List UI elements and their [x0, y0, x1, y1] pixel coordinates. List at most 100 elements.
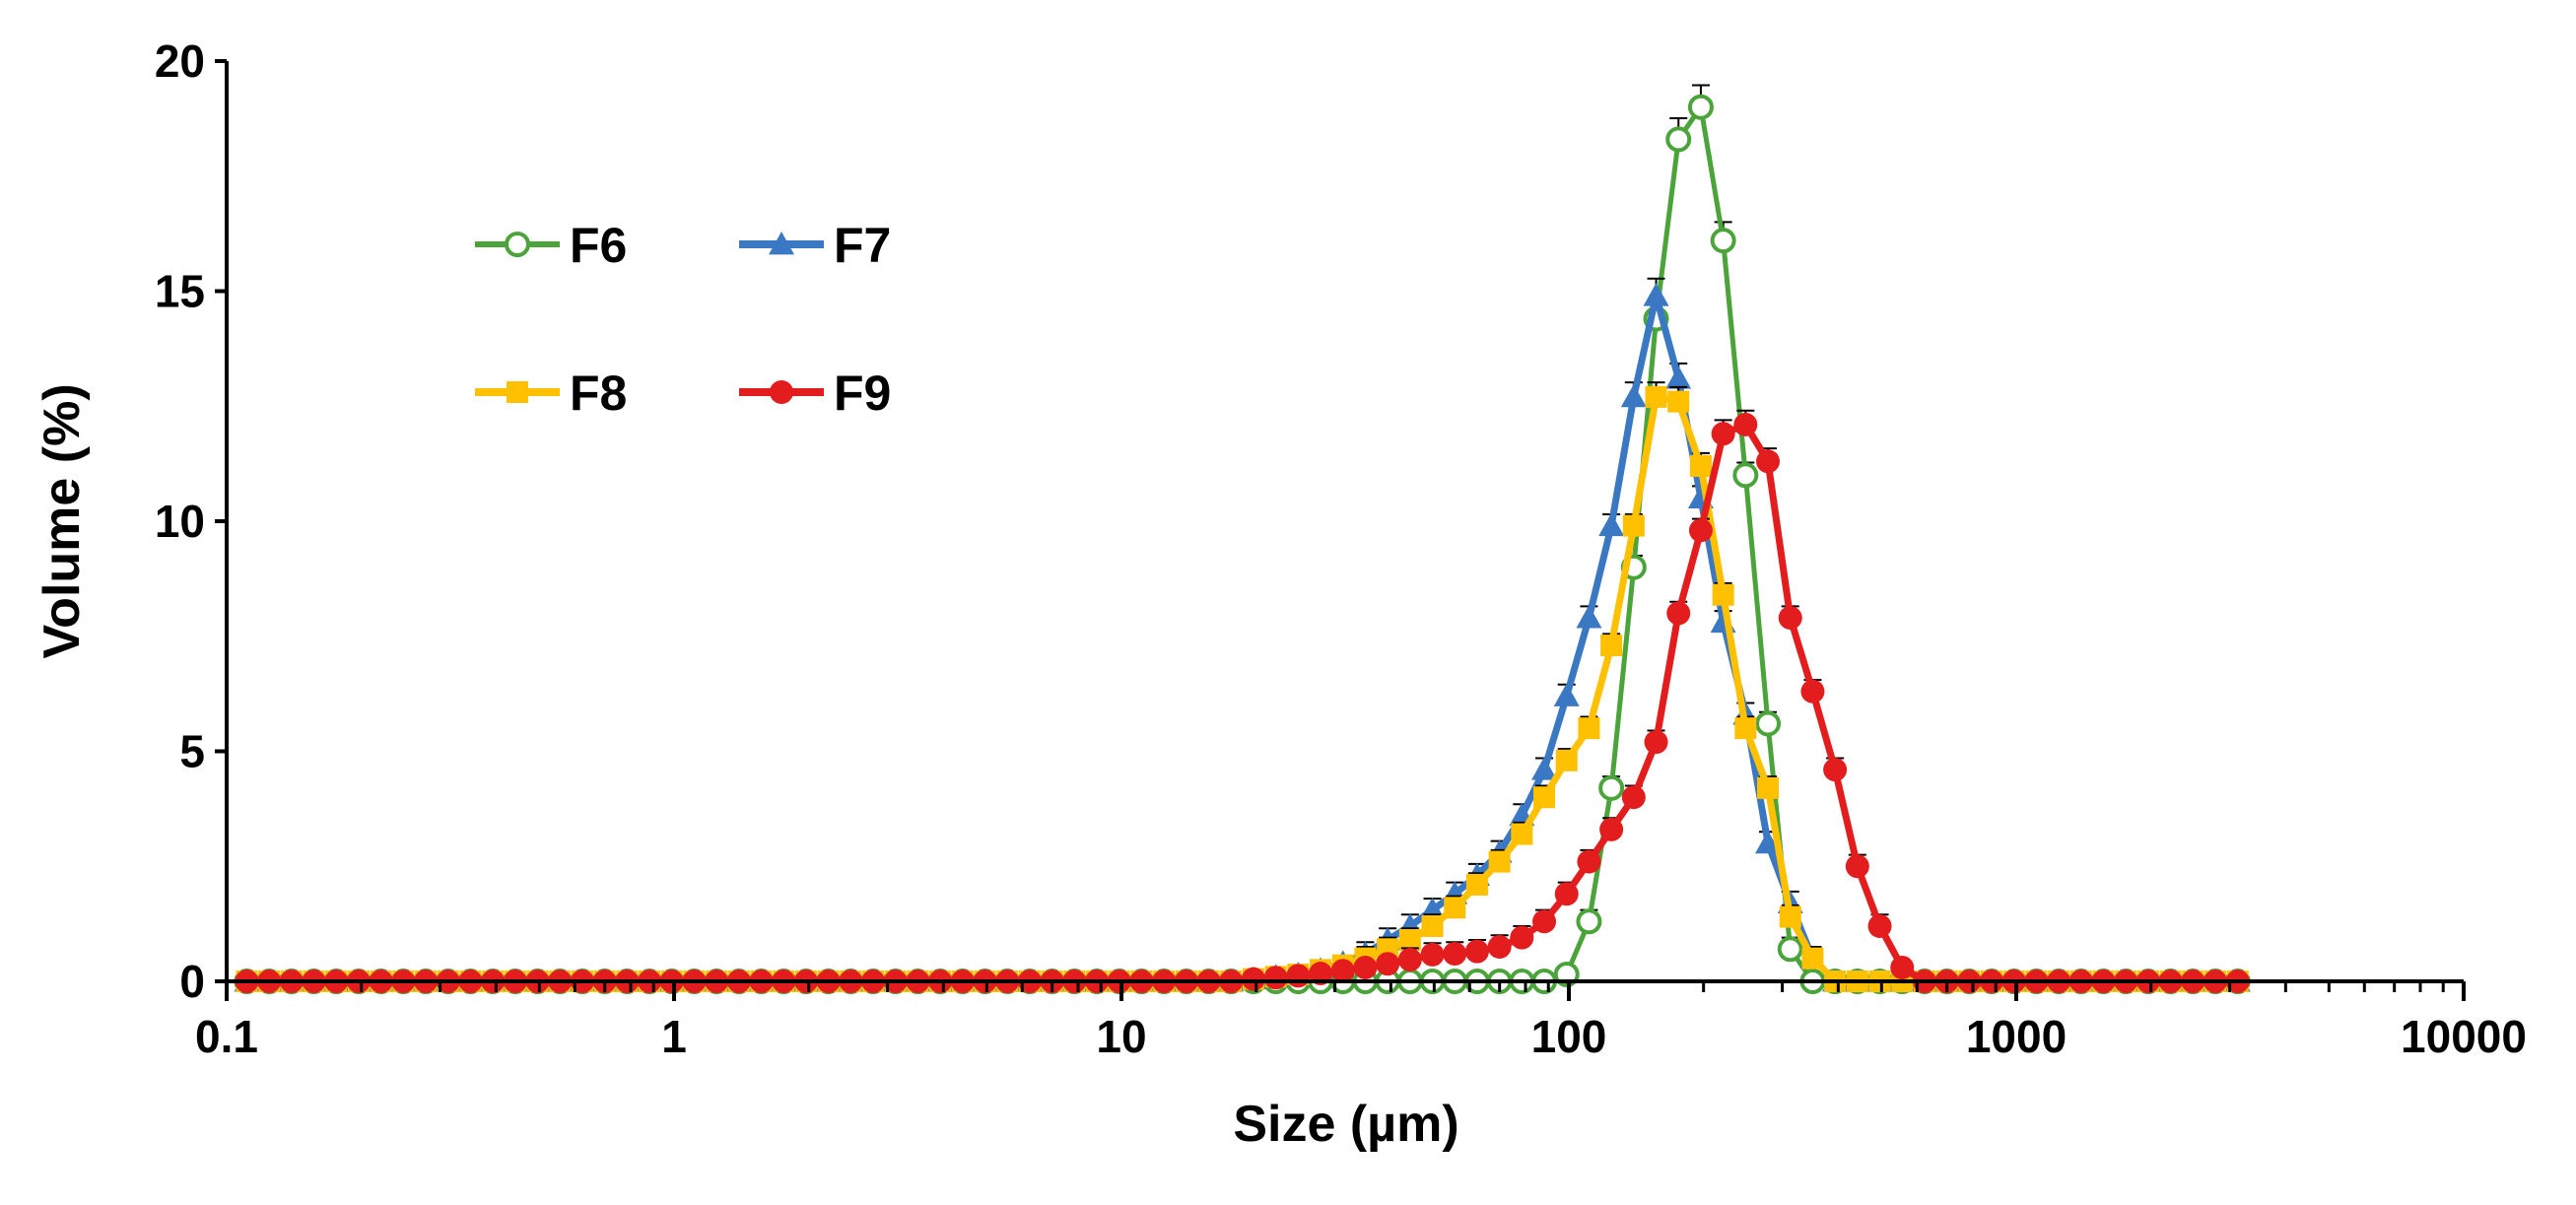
data-point — [1687, 94, 1714, 120]
legend-marker — [507, 381, 528, 403]
data-point — [1666, 601, 1691, 626]
data-point — [1444, 897, 1466, 919]
series-f8 — [236, 381, 2249, 992]
ticks: 0 5 10 15 20 0.1 1 10 100 1000 10000 — [155, 35, 2527, 1062]
data-point — [1532, 909, 1557, 934]
series-line — [246, 393, 2238, 985]
data-point — [1510, 925, 1534, 950]
data-point — [1667, 390, 1690, 413]
data-point — [1511, 823, 1533, 845]
data-point — [1533, 786, 1556, 809]
data-point — [1398, 928, 1421, 951]
y-tick-label: 5 — [179, 726, 205, 777]
data-point — [1555, 749, 1578, 771]
legend-label: F6 — [570, 218, 627, 273]
data-point — [1599, 817, 1624, 841]
data-point — [1711, 422, 1735, 446]
data-point — [1286, 964, 1311, 988]
data-point — [1576, 605, 1602, 629]
x-tick-label: 1 — [661, 1011, 687, 1062]
axes — [225, 61, 2464, 983]
data-point — [1465, 873, 1488, 896]
series-line — [246, 104, 2238, 984]
data-point — [1488, 850, 1511, 873]
data-point — [1643, 283, 1669, 306]
data-point — [1620, 383, 1647, 408]
data-point — [1823, 758, 1848, 782]
legend-marker — [769, 232, 794, 255]
data-point — [1578, 717, 1600, 740]
data-point — [1263, 966, 1288, 990]
data-point — [1598, 774, 1625, 801]
x-axis-title: Size (µm) — [1233, 1096, 1458, 1153]
data-point — [1622, 514, 1645, 537]
data-point — [1800, 679, 1825, 703]
plot-marks — [234, 84, 2251, 994]
data-point — [1421, 914, 1444, 937]
data-point — [1644, 730, 1668, 755]
legend-marker — [505, 232, 530, 257]
data-point — [1712, 583, 1734, 606]
data-point — [1241, 967, 1265, 991]
data-point — [1621, 785, 1646, 810]
data-point — [1487, 934, 1512, 959]
y-tick-label: 10 — [155, 496, 205, 547]
legend-label: F7 — [834, 218, 891, 273]
series-line — [246, 421, 2238, 985]
data-point — [1576, 908, 1602, 935]
x-tick-label: 10 — [1096, 1011, 1146, 1062]
x-tick-label: 0.1 — [195, 1011, 258, 1062]
legend-item-f9: F9 — [739, 366, 891, 421]
y-axis-title: Volume (%) — [34, 383, 91, 658]
series-f7 — [234, 277, 2251, 992]
data-point — [1577, 849, 1601, 874]
legend-marker — [770, 380, 793, 404]
legend-item-f6: F6 — [475, 218, 627, 273]
data-point — [1710, 228, 1736, 254]
series-line — [246, 292, 2238, 985]
x-tick-label: 100 — [1531, 1011, 1607, 1062]
data-point — [1777, 936, 1803, 963]
data-point — [1734, 717, 1757, 740]
data-point — [1531, 757, 1558, 780]
legend: F6 F7 F8 F9 — [475, 218, 891, 421]
x-tick-label: 1000 — [1966, 1011, 2067, 1062]
data-point — [1665, 126, 1692, 153]
legend-label: F8 — [570, 366, 627, 421]
y-tick-label: 0 — [179, 956, 205, 1007]
data-point — [1779, 905, 1801, 928]
data-point — [1801, 947, 1824, 970]
x-tick-label: 10000 — [2401, 1011, 2527, 1062]
data-point — [1553, 683, 1580, 706]
series-f9 — [235, 409, 2250, 993]
data-point — [1353, 955, 1378, 979]
data-point — [1665, 366, 1692, 389]
data-point — [1598, 512, 1625, 537]
data-point — [1890, 955, 1915, 979]
y-tick-label: 15 — [155, 266, 205, 317]
data-point — [1464, 939, 1489, 964]
data-point — [1330, 959, 1355, 983]
data-point — [1688, 518, 1713, 543]
data-point — [1845, 854, 1869, 879]
data-point — [1645, 385, 1667, 408]
data-point — [1757, 776, 1780, 799]
data-point — [1732, 462, 1759, 489]
data-point — [1420, 942, 1445, 967]
data-point — [1755, 710, 1782, 737]
legend-item-f7: F7 — [739, 218, 891, 273]
series-f6 — [234, 84, 2251, 994]
data-point — [1689, 454, 1712, 477]
legend-item-f8: F8 — [475, 366, 627, 421]
legend-label: F9 — [834, 366, 891, 421]
data-point — [1867, 913, 1892, 938]
data-point — [1755, 830, 1782, 854]
data-point — [1778, 606, 1802, 631]
data-point — [1376, 952, 1400, 976]
data-point — [1756, 449, 1781, 474]
data-point — [1397, 948, 1422, 972]
data-point — [1443, 941, 1467, 966]
y-tick-label: 20 — [155, 35, 205, 87]
data-point — [1554, 882, 1579, 906]
